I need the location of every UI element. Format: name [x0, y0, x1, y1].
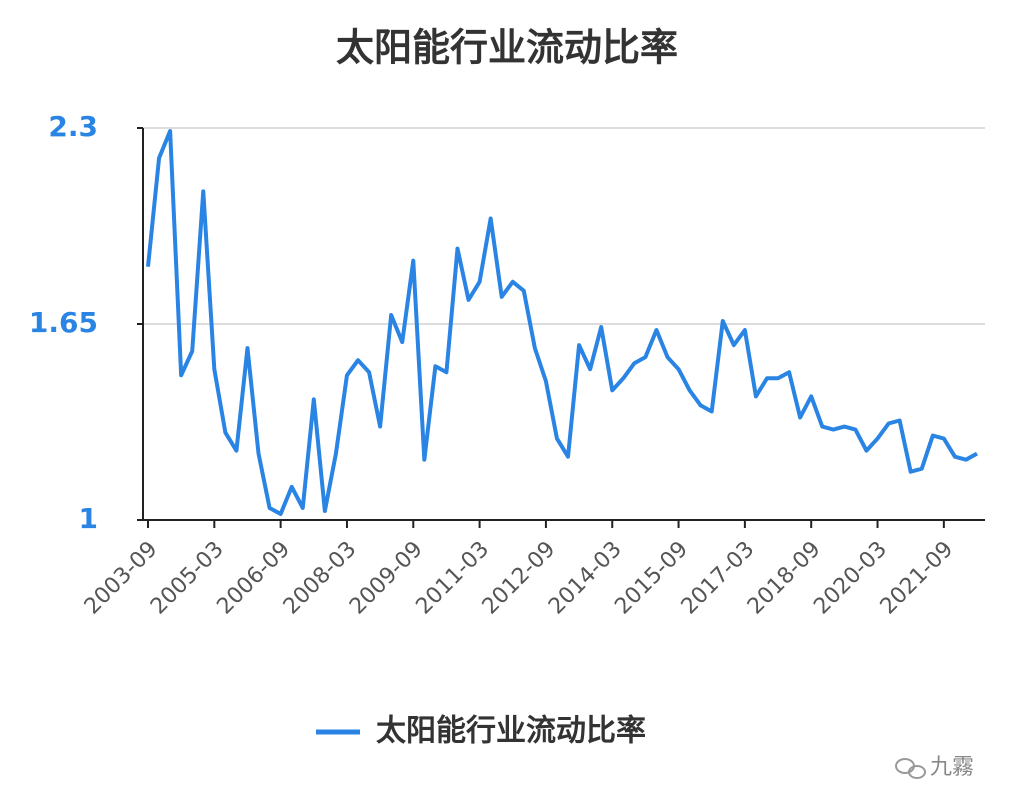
y-tick-label: 2.3 — [48, 110, 98, 143]
watermark-icon — [895, 758, 926, 779]
line-series — [146, 129, 978, 516]
y-tick-label: 1.65 — [29, 306, 98, 339]
x-tick-label: 2021-09 — [876, 537, 959, 620]
legend-label: 太阳能行业流动比率 — [376, 714, 646, 749]
y-tick-label: 1 — [79, 502, 98, 535]
watermark: 九霧 — [930, 755, 974, 780]
chart-title: 太阳能行业流动比率 — [336, 26, 678, 70]
